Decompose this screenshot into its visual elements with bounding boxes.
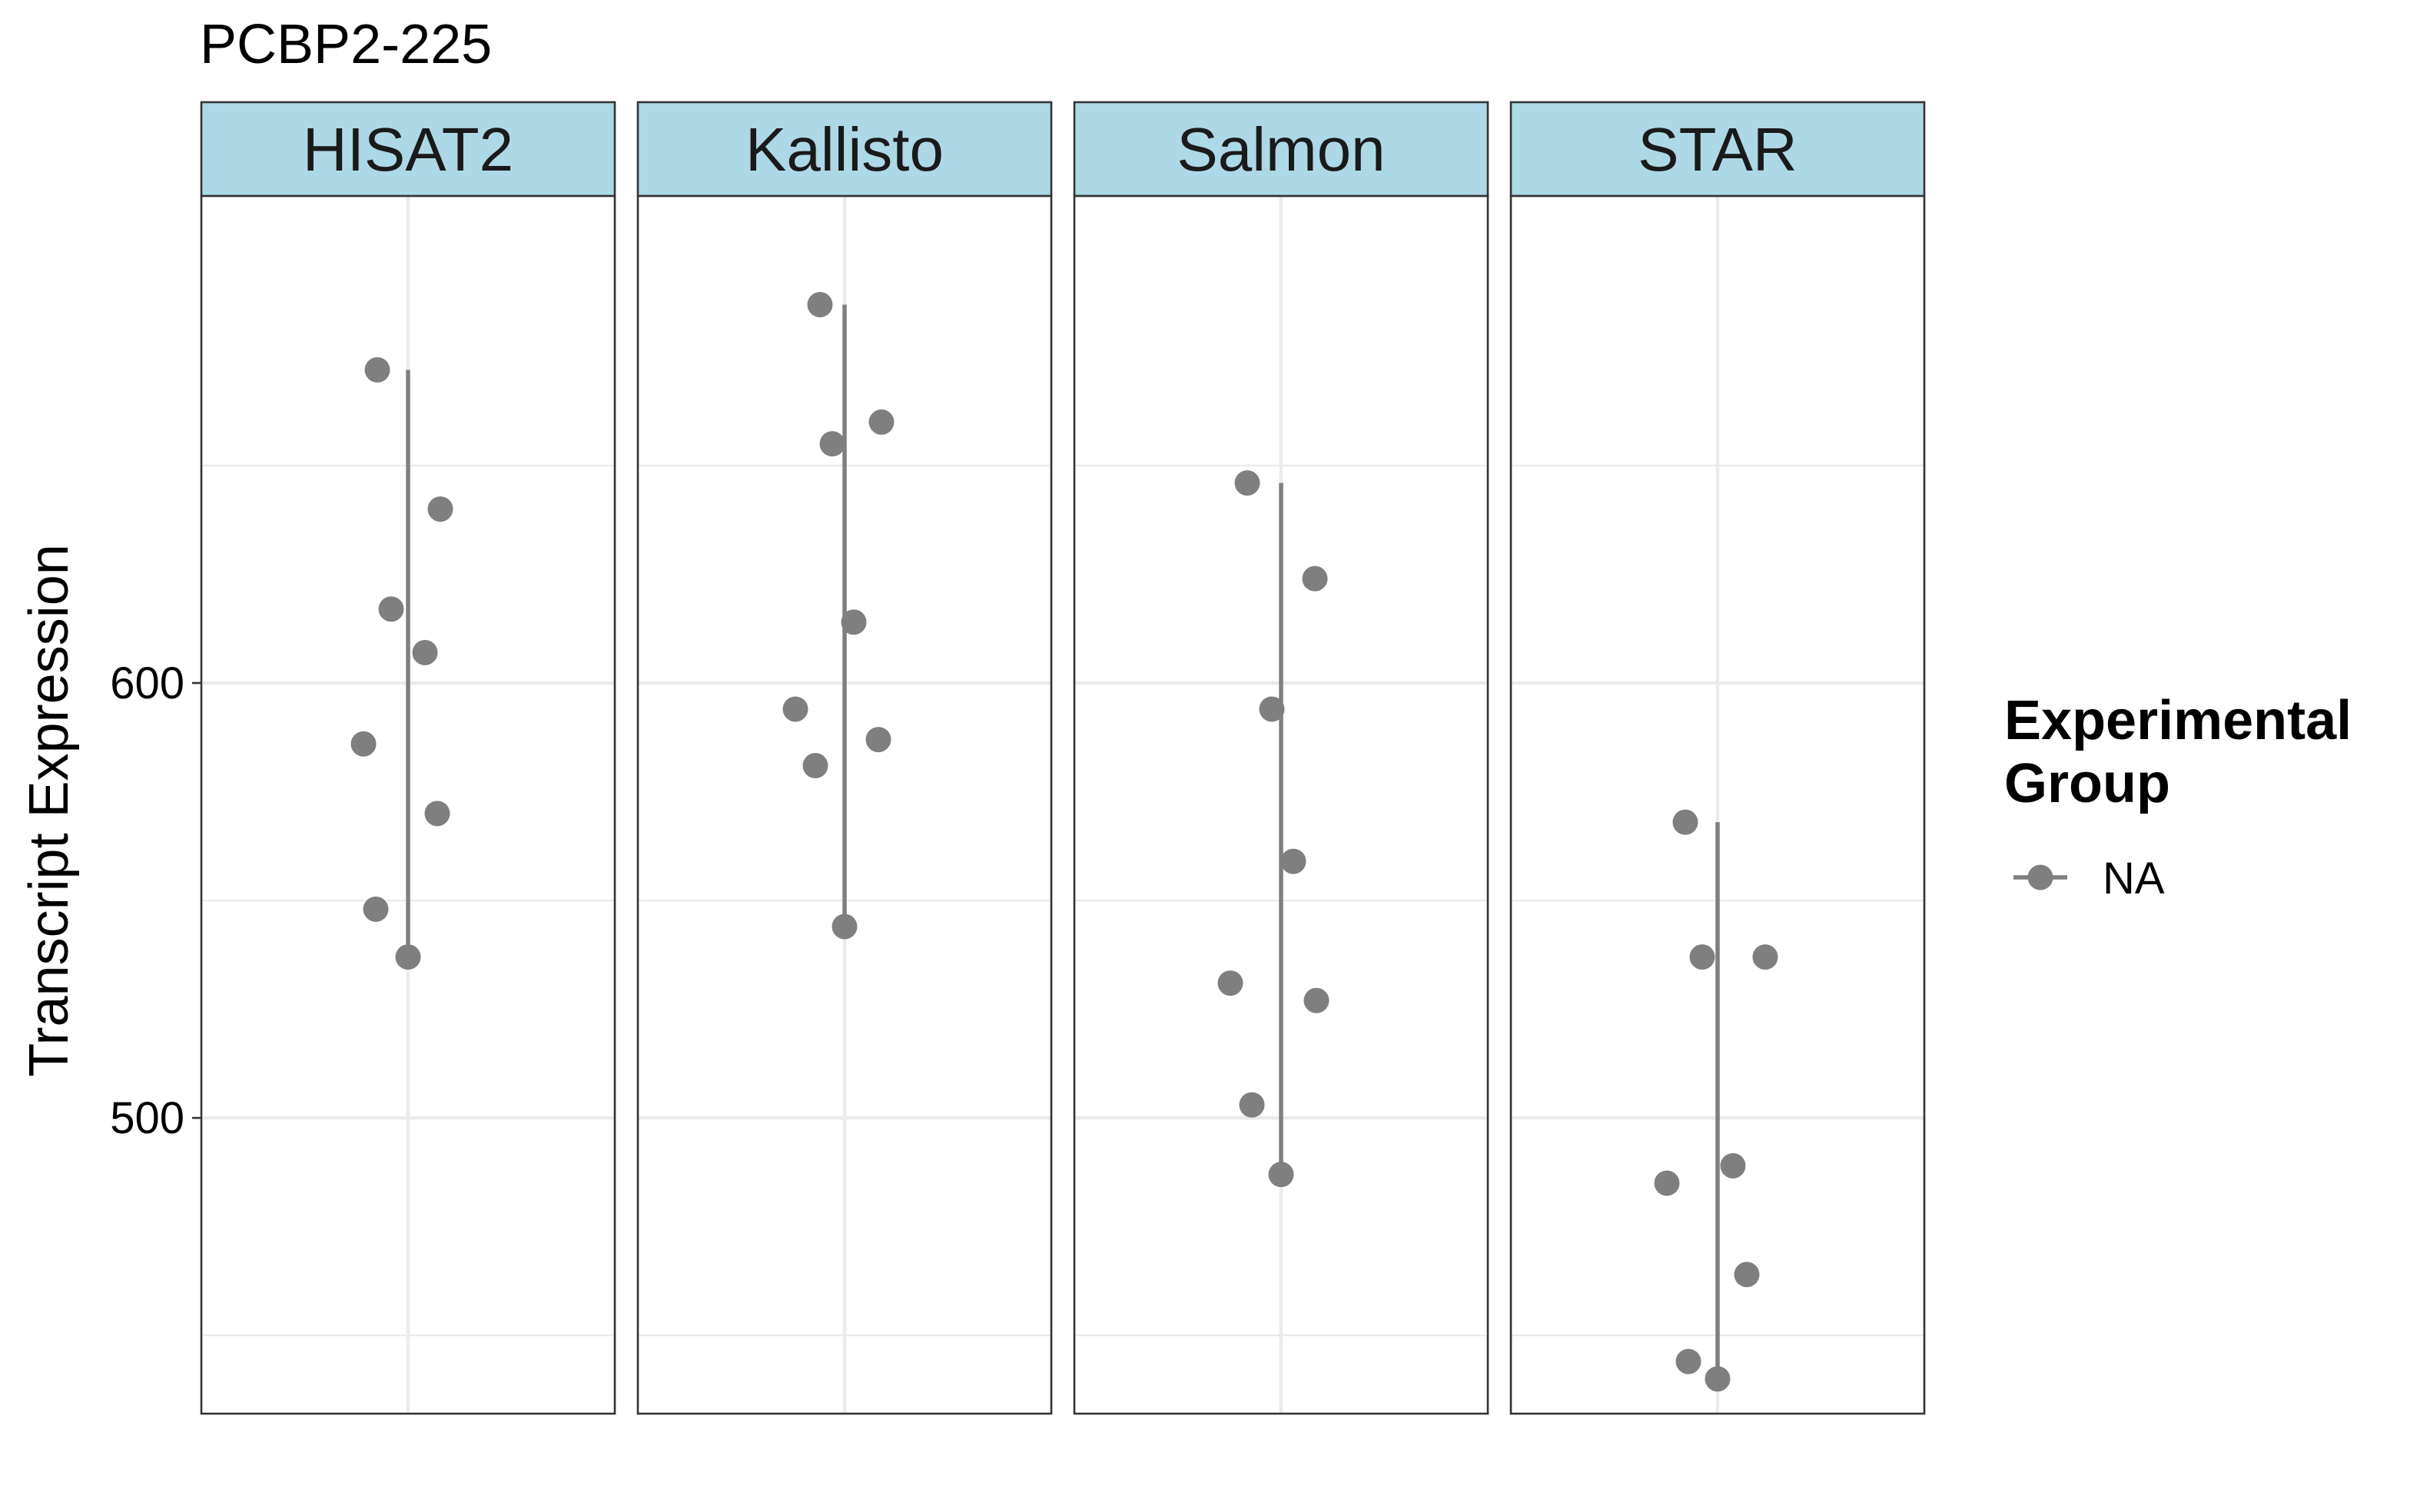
facet-panel-salmon: Salmon [1073,101,1489,1415]
data-point [1705,1366,1731,1392]
data-point [363,896,389,922]
data-point [868,409,895,435]
facet-strip-label: HISAT2 [303,115,513,184]
data-point [1654,1170,1680,1196]
data-point [1268,1162,1294,1188]
facet-strip [1073,101,1489,197]
data-point [1734,1262,1760,1288]
data-point [1689,944,1715,970]
facet-strip [636,101,1053,197]
legend-title: Group [2004,753,2170,814]
data-point [841,609,867,635]
y-tick-label: 500 [110,1093,184,1143]
data-point [364,356,390,383]
data-point [1752,944,1778,970]
facet-strip-label: Salmon [1177,115,1385,184]
data-point [1303,987,1330,1013]
data-point [1280,848,1306,874]
data-point [427,496,453,522]
data-point [819,431,845,457]
data-point [782,696,808,722]
legend-key [2013,864,2067,890]
data-point [807,292,833,318]
chart-title: PCBP2-225 [200,14,492,75]
data-point [1217,970,1243,996]
data-point [1675,1348,1701,1374]
data-point [350,731,377,757]
facet-panels: HISAT2 Kallisto Salmon STAR [200,101,1926,1415]
data-point [1234,470,1260,496]
data-point [1259,696,1285,722]
facet-panel-hisat2: HISAT2 [200,101,616,1415]
y-axis: 500 600 [110,658,201,1143]
legend-title: Experimental [2004,690,2352,751]
data-point [1672,809,1698,835]
legend-label: NA [2103,854,2165,904]
data-point [395,944,421,970]
facet-panel-star: STAR [1509,101,1926,1415]
data-point [832,914,858,940]
data-point [1239,1092,1265,1118]
y-tick-label: 600 [110,658,184,708]
facet-strip-label: Kallisto [745,115,944,184]
data-point [412,639,438,665]
data-point [424,801,450,827]
facet-strip [200,101,616,197]
y-axis-title: Transcript Expression [18,544,80,1077]
data-point [1302,565,1328,592]
facet-panel-kallisto: Kallisto [636,101,1053,1415]
data-point [1720,1152,1746,1179]
data-point [378,596,404,622]
data-point [802,753,828,779]
data-point [865,727,891,753]
facet-strip-label: STAR [1638,115,1797,184]
legend-key-point [2027,864,2053,890]
facet-strip [1509,101,1926,197]
